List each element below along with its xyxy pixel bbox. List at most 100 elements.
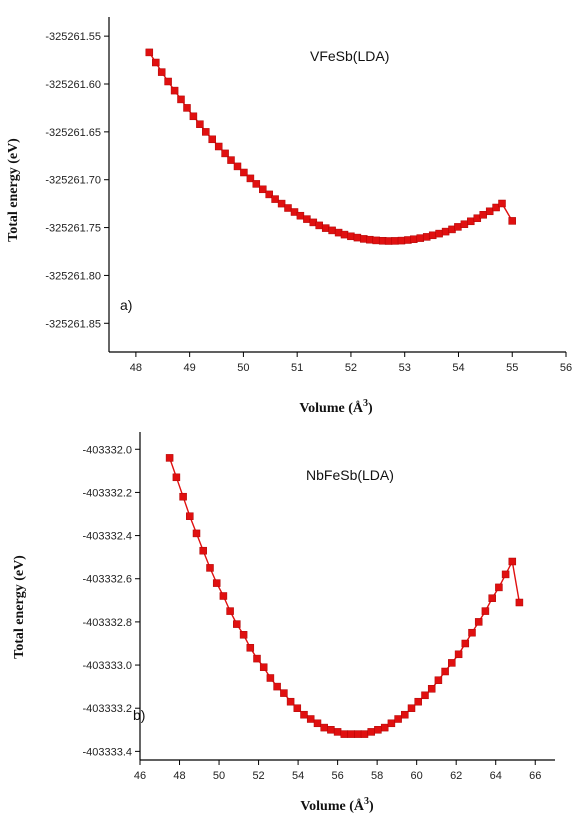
data-point-a [157,68,166,76]
y-tick-label-a: -325261.60 [45,79,101,91]
data-point-a [277,199,286,208]
data-point-a [410,235,418,243]
x-tick-label-b: 52 [252,770,264,782]
data-point-a [328,226,336,235]
x-tick-label-b: 64 [490,770,502,782]
data-point-b [259,663,268,671]
data-point-a [435,229,443,238]
data-point-b [427,685,436,693]
data-point-a [246,174,255,183]
data-point-a [265,190,273,199]
data-point-a [391,237,399,245]
data-point-b [306,715,315,723]
data-point-a [372,236,380,245]
data-point-b [280,689,288,697]
y-axis-label-b: Total energy (eV) [12,555,27,659]
x-tick-label-a: 50 [237,362,249,374]
data-point-b [401,710,409,719]
data-point-b [387,719,396,728]
data-point-a [240,168,248,177]
x-tick-label-a: 51 [291,362,303,374]
data-point-b [421,691,429,700]
data-point-a [428,231,437,240]
data-point-b [206,564,214,572]
data-point-a [177,95,185,104]
data-point-b [320,723,328,732]
data-point-b [380,723,389,732]
data-point-b [327,726,335,734]
data-point-b [367,728,375,736]
data-point-b [239,631,248,639]
x-axis-label-b-close: ) [369,799,374,814]
data-point-a [508,217,516,225]
data-point-b [354,730,362,738]
data-point-a [227,156,235,164]
panel-label-a: a) [120,297,132,313]
data-point-b [347,730,355,738]
data-point-a [271,195,279,203]
data-point-b [501,570,510,579]
data-point-a [454,223,462,231]
data-point-a [397,236,406,245]
data-point-b [461,639,470,648]
data-point-a [366,235,374,244]
data-point-b [394,715,402,723]
data-point-b [233,620,241,628]
chart-panel-a: VFeSb(LDA) a) Total energy (eV) Volume (… [6,17,572,416]
data-point-b [488,594,496,602]
x-tick-label-a: 48 [130,362,142,374]
data-point-b [165,454,174,462]
x-tick-label-b: 50 [213,770,225,782]
x-axis-label-b-text: Volume (Å [300,798,365,814]
data-point-b [441,667,449,676]
data-point-a [145,48,154,57]
data-point-b [293,704,302,712]
chart-title-b: NbFeSb(LDA) [306,467,394,483]
data-point-a [221,149,229,158]
x-tick-label-b: 48 [173,770,185,782]
data-point-a [479,211,487,219]
data-point-a [202,128,210,136]
data-point-a [347,232,355,241]
data-point-a [252,180,261,188]
data-point-b [407,704,416,712]
data-point-a [208,135,216,144]
y-tick-label-a: -325261.65 [45,127,101,139]
panel-label-b: b) [133,707,145,723]
data-point-b [340,730,349,738]
y-tick-label-a: -325261.70 [45,175,101,187]
x-tick-label-a: 49 [184,362,196,374]
data-point-a [441,227,450,236]
data-point-a [485,207,494,216]
data-point-b [246,644,255,652]
data-point-a [315,221,323,230]
x-tick-label-b: 58 [371,770,383,782]
x-tick-label-a: 54 [452,362,464,374]
data-point-a [296,211,305,220]
y-tick-label-b: -403332.2 [82,487,132,499]
data-point-b [273,682,281,691]
y-tick-label-b: -403332.4 [82,531,132,543]
x-axis-label-a-text: Volume (Å [299,400,364,416]
data-point-a [189,112,198,121]
x-tick-label-a: 55 [506,362,518,374]
x-axis-label-a: Volume (Å3) [299,398,373,416]
y-tick-label-b: -403333.2 [82,703,132,715]
y-tick-label-b: -403332.6 [82,574,132,586]
series-line-a [148,52,513,242]
data-point-b [313,719,322,728]
data-point-a [467,217,475,226]
y-tick-label-a: -325261.80 [45,270,101,282]
data-point-b [253,654,261,663]
data-point-a [233,162,242,171]
x-axis-label-a-sup: 3 [363,398,368,409]
data-point-b [495,583,503,592]
data-point-a [259,185,267,194]
data-point-a [460,220,469,228]
data-point-a [284,204,292,212]
y-tick-label-b: -403332.8 [82,617,132,629]
data-point-b [414,697,422,706]
chart-title-a: VFeSb(LDA) [310,48,389,64]
y-tick-label-b: -403333.4 [82,746,132,758]
x-tick-label-b: 60 [411,770,423,782]
